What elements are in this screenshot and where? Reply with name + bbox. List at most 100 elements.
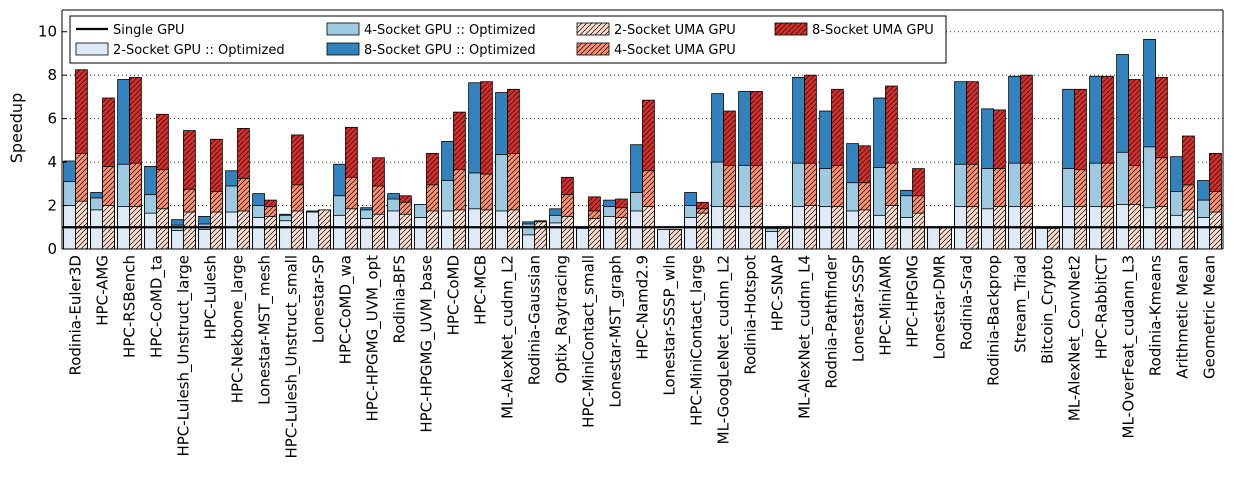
x-tick-label-21: HPC-Namd2.9 [634,255,652,360]
bars [62,38,1223,250]
y-tick-label-4: 8 [47,66,57,84]
x-tick-labels: Rodinia-Euler3D HPC-AMG HPC-RSBench HPC-CoM… [67,254,1219,458]
x-tick-label-1: HPC-AMG [94,255,112,326]
x-tick-label-13: HPC-HPGMG_UVM_base [418,255,437,433]
bar-opt2-8 [279,220,292,250]
y-tick-label-1: 2 [47,197,57,215]
x-tick-label-39: ML-OverFeat_cudann_L3 [1120,255,1139,438]
bar-hatch-uma8-39 [1128,79,1141,249]
x-tick-label-41: Arithmetic Mean [1174,255,1192,379]
x-tick-label-23: HPC-MiniContact_large [688,255,707,426]
x-tick-label-32: Lonestar-DMR [931,255,949,359]
bar-hatch-uma4-38 [1101,163,1114,249]
bar-opt2-29 [846,210,859,250]
bar-hatch-uma2-14 [453,209,466,249]
bar-opt2-34 [981,208,994,250]
y-axis-label: Speedup [7,93,26,163]
x-tick-label-17: Rodinia-Gaussian [526,255,544,385]
bar-hatch-uma4-35 [1020,163,1033,249]
bar-hatch-uma8-15 [480,81,493,249]
bar-hatch-uma2-29 [858,209,871,249]
x-tick-label-42: Geometric Mean [1201,255,1219,379]
x-tick-label-22: Lonestar-SSSP_wln [661,255,680,396]
bar-hatch-uma2-20 [615,217,628,249]
x-tick-label-10: HPC-CoMD_wa [337,255,356,364]
bar-hatch-uma2-9 [318,209,331,249]
bar-hatch-uma2-3 [156,208,169,249]
bar-hatch-uma2-26 [777,228,790,249]
x-tick-label-3: HPC-CoMD_ta [148,255,167,358]
bar-hatch-uma2-15 [480,209,493,249]
bar-hatch-uma2-22 [669,229,682,249]
legend-label-6: 8-Socket UMA GPU [812,23,934,38]
bar-hatch-uma2-18 [561,216,574,249]
x-tick-label-4: HPC-Lulesh_Unstruct_large [175,255,194,457]
bar-opt2-32 [927,226,940,250]
x-tick-label-29: Lonestar-SSSP [850,255,868,362]
x-tick-label-35: Stream_Triad [1012,255,1031,353]
bar-hatch-uma2-6 [237,210,250,249]
x-tick-label-25: Rodinia-Hotspot [742,255,760,375]
x-tick-label-36: Bitcoin_Crypto [1039,255,1058,364]
legend-label-3: 8-Socket GPU :: Optimized [364,43,536,58]
x-tick-label-6: HPC-Nekbone_large [229,255,248,403]
bar-opt2-22 [657,229,670,250]
bar-hatch-uma8-38 [1101,76,1114,249]
legend-swatch-hatch-6 [775,23,807,35]
bar-opt2-10 [333,214,346,250]
bar-hatch-uma2-11 [372,214,385,249]
x-tick-label-27: ML-AlexNet_cudnn_L4 [796,255,815,419]
y-tick-label-5: 10 [38,23,57,41]
bar-opt2-17 [522,234,535,250]
axes [61,9,1224,250]
bar-opt2-13 [414,217,427,250]
x-tick-label-9: Lonestar-SP [310,255,328,343]
bar-opt2-20 [603,216,616,250]
bar-hatch-uma4-16 [507,153,520,249]
x-tick-label-12: Rodinia-BFS [391,255,409,344]
legend-swatch-3 [326,42,360,56]
legend-label-2: 4-Socket GPU :: Optimized [364,23,536,38]
x-tick-label-0: Rodinia-Euler3D [67,255,85,376]
x-tick-label-26: HPC-SNAP [769,255,787,331]
bar-opt2-11 [360,218,373,250]
bar-hatch-uma2-0 [75,201,88,249]
bar-opt2-31 [900,217,913,250]
bar-hatch-uma2-36 [1047,228,1060,249]
bar-opt2-26 [765,231,778,250]
legend-label-0: Single GPU [113,23,185,38]
legend-swatch-hatch-5 [577,43,609,55]
bar-opt2-9 [306,211,319,250]
x-tick-label-14: HPC-CoMD [445,255,463,335]
x-tick-label-2: HPC-RSBench [121,255,139,358]
x-tick-label-34: Rodinia-Backprop [985,255,1003,386]
y-tick-label-2: 4 [47,153,57,171]
y-tick-labels: 0 2 4 6 8 10 [38,23,57,258]
bar-opt2-1 [90,209,103,250]
bar-opt2-15 [468,208,481,250]
bar-opt2-5 [198,229,211,250]
x-tick-label-8: HPC-Lulesh_Unstruct_small [283,255,302,458]
bar-opt2-42 [1197,217,1210,250]
x-tick-label-24: ML-GoogLeNet_cudnn_L2 [715,255,734,444]
bar-hatch-uma4-40 [1155,157,1168,249]
bar-hatch-uma2-16 [507,209,520,249]
legend-label-1: 2-Socket GPU :: Optimized [113,43,285,58]
bar-opt2-21 [630,210,643,250]
bar-opt2-30 [873,214,886,250]
bar-opt2-7 [252,217,265,250]
bar-hatch-uma2-42 [1209,212,1222,249]
bar-opt2-36 [1035,227,1048,250]
x-tick-label-7: Lonestar-MST_mesh [256,255,275,405]
x-tick-label-5: HPC-Lulesh [202,255,220,340]
bar-hatch-uma2-19 [588,218,601,249]
x-tick-label-11: HPC-HPGMG_UVM_opt [364,255,383,422]
x-tick-label-38: HPC-RabbitCT [1093,254,1111,359]
bar-hatch-uma2-13 [426,210,439,249]
bar-hatch-uma4-14 [453,169,466,249]
bar-opt2-41 [1170,214,1183,250]
x-tick-label-19: HPC-MiniContact_small [580,255,599,428]
